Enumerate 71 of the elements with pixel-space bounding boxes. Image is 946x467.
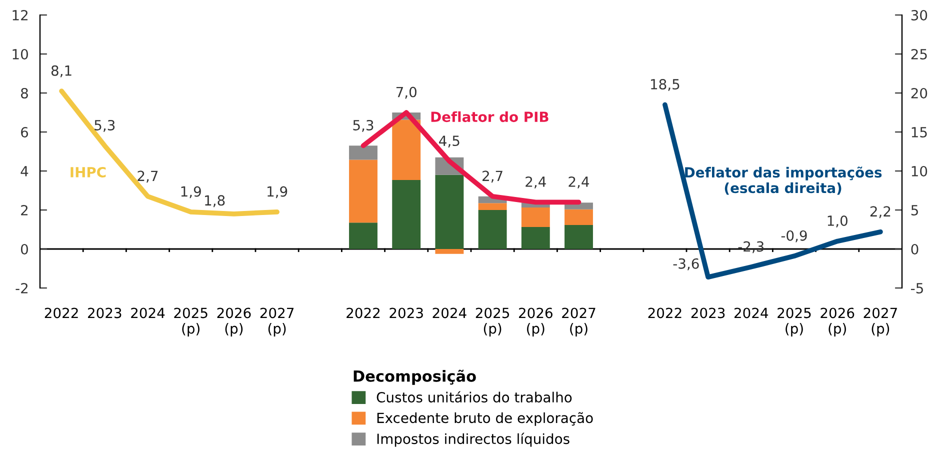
data-label: 1,0 bbox=[828, 216, 848, 228]
legend-label: Excedente bruto de exploração bbox=[377, 412, 593, 426]
data-label: 1,9 bbox=[181, 186, 201, 198]
y2-tick-label: 20 bbox=[911, 88, 928, 98]
y-tick-label: 8 bbox=[20, 88, 28, 98]
x-tick-label: 2022 bbox=[44, 308, 78, 318]
x-tick-label: 2024 bbox=[131, 308, 165, 318]
data-label: 18,5 bbox=[651, 79, 680, 91]
x-tick-label: 2025 (p) bbox=[778, 308, 811, 336]
data-label: 2,7 bbox=[482, 170, 502, 183]
data-label: 2,7 bbox=[138, 170, 158, 183]
bar bbox=[349, 146, 378, 160]
series-label: Deflator do PIB bbox=[431, 111, 548, 122]
y-tick-label: 10 bbox=[12, 48, 28, 60]
y2-tick-label: 30 bbox=[911, 10, 928, 20]
legend-label: Custos unitários do trabalho bbox=[376, 391, 572, 403]
data-label: 1,8 bbox=[205, 195, 225, 208]
x-tick-label: 2023 bbox=[691, 308, 725, 318]
data-label: 4,5 bbox=[439, 136, 460, 148]
bar bbox=[521, 207, 550, 227]
y2-tick-label: 0 bbox=[911, 244, 918, 254]
data-label: 2,2 bbox=[870, 206, 890, 218]
bar bbox=[392, 120, 421, 180]
bar bbox=[521, 226, 550, 249]
data-label: -0,9 bbox=[781, 230, 807, 242]
x-tick-label: 2027 (p) bbox=[864, 308, 897, 336]
x-tick-label: 2022 bbox=[648, 308, 682, 318]
legend-title: Decomposição bbox=[354, 370, 476, 385]
y-tick-label: 2 bbox=[21, 204, 28, 216]
data-label: 1,9 bbox=[268, 186, 288, 198]
data-label: 8,1 bbox=[51, 65, 72, 78]
bar bbox=[392, 180, 421, 249]
y2-tick-label: -5 bbox=[911, 283, 923, 294]
x-tick-label: 2026 (p) bbox=[820, 308, 854, 336]
data-label: 2,4 bbox=[568, 176, 590, 188]
data-label: 5,3 bbox=[353, 120, 374, 132]
x-tick-label: 2026 (p) bbox=[518, 308, 552, 336]
y2-tick-label: 10 bbox=[912, 166, 928, 176]
x-tick-label: 2025 (p) bbox=[174, 308, 208, 336]
data-label: -3,6 bbox=[673, 258, 699, 270]
x-tick-label: 2026 (p) bbox=[217, 308, 251, 336]
y2-tick-label: 25 bbox=[911, 48, 927, 60]
bar bbox=[349, 160, 378, 223]
data-label: 5,3 bbox=[94, 120, 115, 132]
y-tick-label: 4 bbox=[20, 166, 28, 176]
series-label: Deflator das importações (escala direita) bbox=[685, 166, 882, 195]
bar bbox=[564, 225, 593, 249]
x-tick-label: 2024 bbox=[432, 308, 466, 318]
bar bbox=[478, 210, 507, 249]
y2-tick-label: 15 bbox=[912, 127, 927, 138]
x-tick-label: 2023 bbox=[390, 308, 423, 318]
y-tick-label: -2 bbox=[16, 282, 28, 294]
y-tick-label: 0 bbox=[20, 244, 28, 254]
x-tick-label: 2027 (p) bbox=[562, 308, 596, 336]
x-tick-label: 2022 bbox=[346, 308, 380, 318]
data-label: 2,4 bbox=[526, 176, 546, 188]
bar bbox=[435, 174, 464, 249]
data-label: 7,0 bbox=[396, 86, 416, 99]
series-label: IHPC bbox=[70, 166, 106, 178]
bar bbox=[349, 222, 378, 249]
y-tick-label: 12 bbox=[12, 10, 28, 20]
x-tick-label: 2024 bbox=[734, 308, 768, 318]
bar bbox=[478, 203, 507, 210]
legend-label: Impostos indirectos líquidos bbox=[377, 432, 570, 447]
y-tick-label: 6 bbox=[21, 126, 28, 138]
bar bbox=[564, 209, 593, 226]
x-tick-label: 2027 (p) bbox=[260, 308, 294, 336]
x-tick-label: 2023 bbox=[88, 308, 122, 318]
y2-tick-label: 5 bbox=[911, 205, 918, 216]
x-tick-label: 2025 (p) bbox=[476, 308, 510, 336]
bar bbox=[435, 249, 464, 254]
